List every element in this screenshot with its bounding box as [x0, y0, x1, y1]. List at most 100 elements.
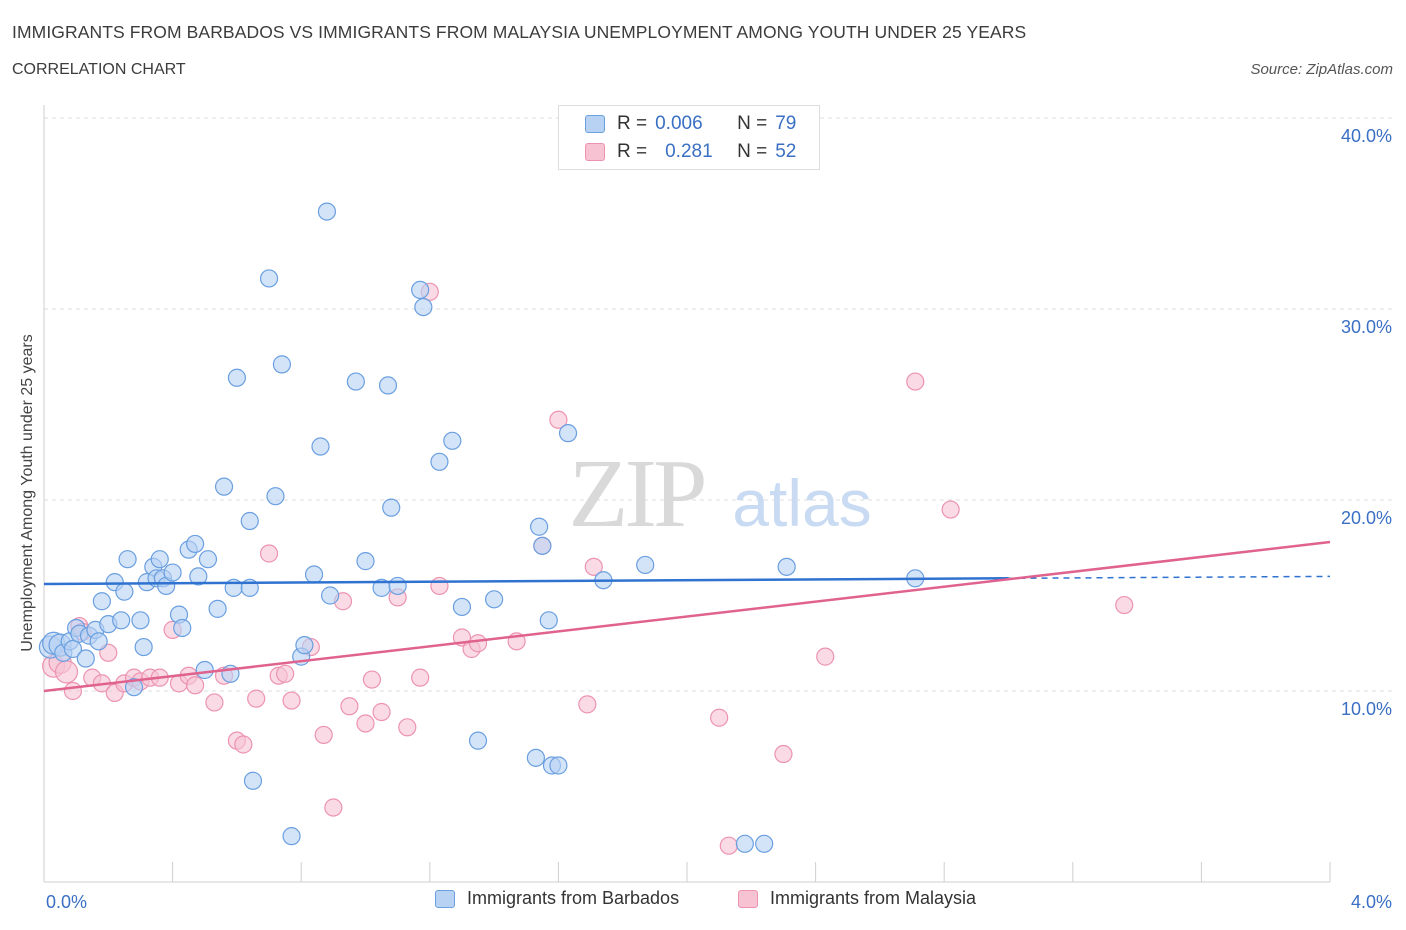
malaysia-point [54, 660, 79, 684]
barbados-point [227, 368, 246, 387]
barbados-legend-swatch [435, 889, 455, 908]
y-tick-label: 40.0% [1341, 126, 1392, 146]
malaysia-point [719, 836, 738, 855]
axes [43, 105, 1331, 883]
barbados-point [259, 269, 279, 288]
malaysia-legend-swatch [738, 889, 758, 908]
barbados-point [112, 611, 131, 630]
watermark: ZIP atlas [569, 440, 872, 548]
barbados-point [539, 611, 558, 630]
x-tick-label: 0.0% [46, 892, 87, 912]
barbados-point [558, 424, 578, 443]
malaysia-point [411, 668, 430, 687]
malaysia-point [247, 689, 266, 708]
barbados-point [214, 477, 234, 496]
malaysia-point [259, 544, 279, 563]
barbados-point [304, 565, 324, 584]
malaysia-point [186, 676, 205, 695]
barbados-trend-extension [1008, 575, 1331, 580]
barbados-point [468, 731, 488, 750]
legend-row-barbados: R = 0.006 N = 79 [585, 112, 796, 136]
malaysia-point [205, 693, 224, 712]
barbados-legend-label: Immigrants from Barbados [467, 888, 680, 908]
malaysia-point [276, 664, 295, 683]
barbados-point [195, 660, 214, 680]
barbados-point [414, 297, 433, 317]
barbados-point [92, 592, 111, 611]
barbados-point [530, 517, 549, 536]
malaysia-point [314, 725, 333, 745]
malaysia-point [578, 695, 597, 714]
barbados-point [295, 636, 314, 655]
barbados-point [266, 487, 285, 506]
barbados-point [735, 834, 754, 853]
tick-labels: 10.0% 20.0% 30.0% 40.0% 0.0% 4.0% [46, 126, 1392, 912]
barbados-point [346, 372, 365, 391]
barbados-point [118, 550, 137, 569]
barbados-point [430, 452, 449, 471]
malaysia-point [398, 718, 417, 737]
bottom-legend-malaysia: Immigrants from Malaysia [738, 888, 976, 909]
barbados-point [134, 637, 153, 657]
barbados-point [163, 563, 182, 582]
barbados-point [208, 599, 227, 618]
malaysia-points [42, 282, 1134, 855]
barbados-trend-line [43, 577, 1009, 586]
barbados-point [89, 632, 108, 651]
legend-r-label: R = [617, 113, 648, 134]
legend-n-label: N = [737, 141, 768, 162]
barbados-point [526, 748, 545, 767]
chart-subtitle: CORRELATION CHART [12, 61, 186, 78]
malaysia-point [282, 691, 301, 710]
chart-title: IMMIGRANTS FROM BARBADOS VS IMMIGRANTS F… [12, 22, 1027, 42]
malaysia-point [1115, 595, 1134, 615]
y-tick-label: 30.0% [1341, 317, 1392, 337]
legend-n-value: 52 [775, 141, 797, 162]
y-tick-label: 20.0% [1341, 508, 1392, 528]
malaysia-point [340, 697, 359, 716]
watermark-zip: ZIP [569, 440, 704, 548]
malaysia-point [430, 576, 449, 596]
legend-r-value: 0.006 [655, 113, 703, 134]
malaysia-point [710, 708, 729, 727]
barbados-point [173, 618, 192, 638]
x-tick-label: 4.0% [1351, 892, 1392, 912]
barbados-point [150, 550, 169, 569]
malaysia-point [584, 557, 603, 576]
barbados-point [411, 280, 430, 299]
legend-r-label: R = [617, 141, 648, 162]
malaysia-point [774, 744, 793, 764]
barbados-point [549, 756, 568, 775]
barbados-point [452, 597, 472, 617]
malaysia-point [549, 410, 568, 429]
malaysia-legend-label: Immigrants from Malaysia [770, 888, 977, 908]
barbados-point [131, 611, 150, 630]
barbados-point [63, 639, 83, 659]
barbados-point [115, 582, 134, 601]
barbados-point [321, 586, 340, 605]
malaysia-point [468, 634, 488, 653]
barbados-point [189, 567, 208, 586]
malaysia-point [372, 702, 391, 722]
malaysia-point [906, 372, 925, 391]
barbados-point [76, 649, 95, 668]
barbados-point [443, 431, 462, 450]
source-label: Source: ZipAtlas.com [1250, 61, 1393, 78]
malaysia-point [63, 681, 83, 701]
barbados-point [388, 576, 407, 596]
stats-legend: R = 0.006 N = 79 R = 0.281 N = 52 [558, 105, 820, 170]
barbados-point [378, 376, 398, 395]
malaysia-point [816, 647, 835, 666]
barbados-swatch [585, 115, 605, 133]
barbados-point [356, 552, 375, 571]
trend-lines [43, 540, 1331, 693]
malaysia-point [324, 798, 343, 817]
barbados-point [282, 827, 301, 846]
barbados-point [198, 550, 218, 569]
legend-n-value: 79 [775, 113, 797, 134]
barbados-point [243, 771, 263, 790]
malaysia-point [356, 714, 375, 733]
barbados-point [317, 202, 337, 221]
barbados-point [311, 437, 330, 456]
